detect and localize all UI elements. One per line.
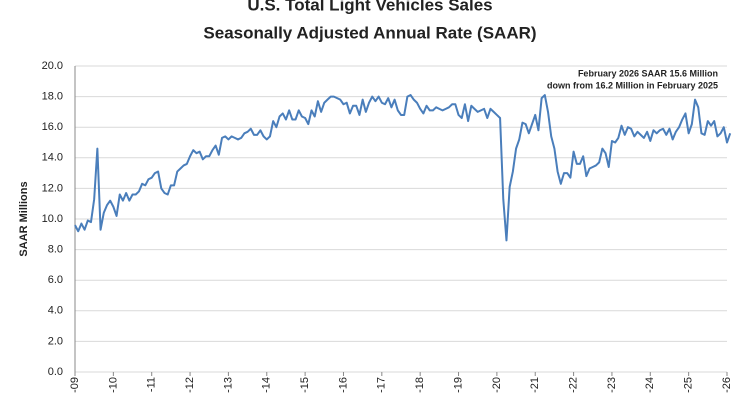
- x-tick-label: -11: [146, 377, 158, 392]
- y-tick-label: 18.0: [42, 91, 63, 103]
- annotation: down from 16.2 Million in February 2025: [547, 80, 718, 90]
- x-tick-label: -09: [69, 377, 81, 393]
- y-tick-label: 12.0: [42, 182, 63, 194]
- x-tick-label: -12: [184, 377, 196, 393]
- y-tick-label: 4.0: [48, 305, 63, 317]
- x-tick-label: -22: [567, 377, 579, 393]
- data-line: [74, 94, 732, 242]
- x-tick-label: -20: [491, 377, 503, 393]
- x-tick-label: -21: [529, 377, 541, 393]
- x-tick-label: -18: [414, 377, 426, 393]
- x-tick-label: -19: [452, 377, 464, 393]
- x-tick-label: -16: [337, 377, 349, 393]
- y-axis-label: SAAR Millions: [18, 181, 30, 256]
- y-tick-label: 0.0: [48, 366, 63, 378]
- y-tick-label: 8.0: [48, 244, 63, 256]
- x-tick-label: -14: [261, 377, 273, 393]
- y-tick-label: 2.0: [48, 335, 63, 347]
- chart-subtitle: Seasonally Adjusted Annual Rate (SAAR): [203, 23, 536, 42]
- y-tick-label: 16.0: [42, 121, 63, 133]
- x-tick-label: -25: [683, 377, 695, 393]
- x-tick-label: -10: [107, 377, 119, 393]
- x-tick-label: -24: [644, 377, 656, 393]
- x-tick-label: -15: [299, 377, 311, 393]
- y-tick-label: 14.0: [42, 152, 63, 164]
- x-tick-label: -17: [376, 377, 388, 393]
- y-tick-label: 20.0: [42, 60, 63, 72]
- x-tick-label: -13: [222, 377, 234, 393]
- y-tick-label: 10.0: [42, 213, 63, 225]
- x-tick-label: -26: [721, 377, 733, 393]
- annotation: February 2026 SAAR 15.6 Million: [578, 68, 718, 78]
- chart-title: U.S. Total Light Vehicles Sales: [247, 0, 492, 14]
- y-tick-label: 6.0: [48, 274, 63, 286]
- x-tick-label: -23: [606, 377, 618, 393]
